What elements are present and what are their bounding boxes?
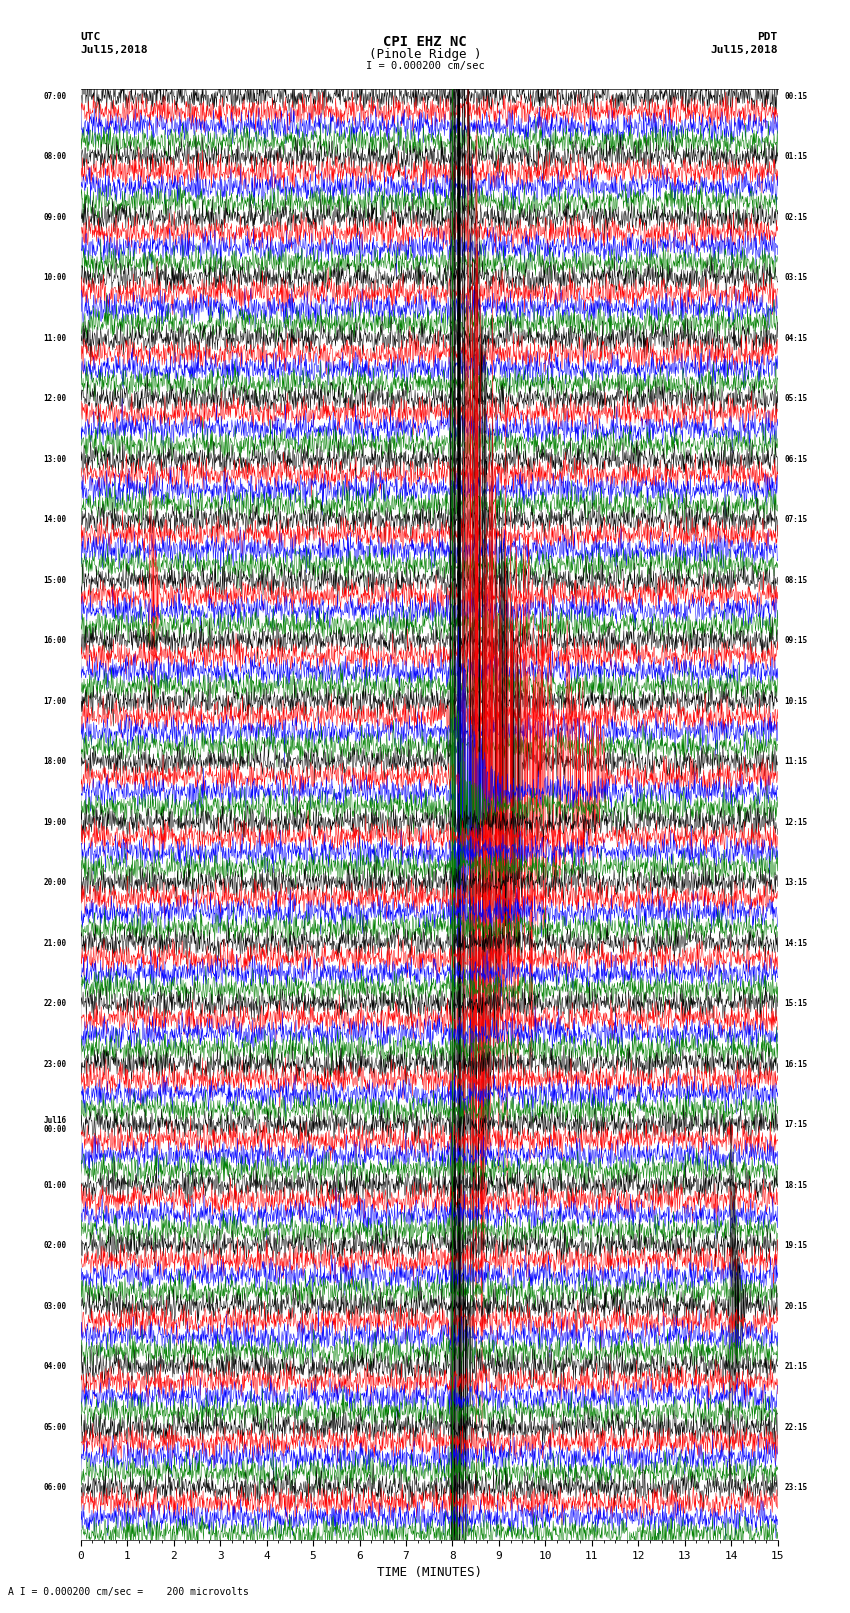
- Text: 12:00: 12:00: [43, 394, 67, 403]
- Text: A I = 0.000200 cm/sec =    200 microvolts: A I = 0.000200 cm/sec = 200 microvolts: [8, 1587, 249, 1597]
- Text: 21:15: 21:15: [785, 1361, 808, 1371]
- Text: 01:15: 01:15: [785, 152, 808, 161]
- Text: CPI EHZ NC: CPI EHZ NC: [383, 35, 467, 50]
- Text: PDT: PDT: [757, 32, 778, 42]
- Text: 19:00: 19:00: [43, 818, 67, 826]
- Text: UTC: UTC: [81, 32, 101, 42]
- X-axis label: TIME (MINUTES): TIME (MINUTES): [377, 1566, 482, 1579]
- Text: 08:00: 08:00: [43, 152, 67, 161]
- Text: 18:00: 18:00: [43, 756, 67, 766]
- Text: 08:15: 08:15: [785, 576, 808, 584]
- Text: 18:15: 18:15: [785, 1181, 808, 1189]
- Text: 03:15: 03:15: [785, 273, 808, 282]
- Text: 15:00: 15:00: [43, 576, 67, 584]
- Text: 05:00: 05:00: [43, 1423, 67, 1431]
- Text: 22:15: 22:15: [785, 1423, 808, 1431]
- Text: 09:15: 09:15: [785, 636, 808, 645]
- Text: 09:00: 09:00: [43, 213, 67, 221]
- Text: 13:00: 13:00: [43, 455, 67, 463]
- Text: 01:00: 01:00: [43, 1181, 67, 1189]
- Text: 19:15: 19:15: [785, 1240, 808, 1250]
- Text: 23:15: 23:15: [785, 1482, 808, 1492]
- Text: 03:00: 03:00: [43, 1302, 67, 1310]
- Text: Jul15,2018: Jul15,2018: [81, 45, 148, 55]
- Text: 11:15: 11:15: [785, 756, 808, 766]
- Text: (Pinole Ridge ): (Pinole Ridge ): [369, 48, 481, 61]
- Text: 06:00: 06:00: [43, 1482, 67, 1492]
- Text: 15:15: 15:15: [785, 998, 808, 1008]
- Text: 00:15: 00:15: [785, 92, 808, 100]
- Text: 14:00: 14:00: [43, 515, 67, 524]
- Text: 02:00: 02:00: [43, 1240, 67, 1250]
- Text: Jul15,2018: Jul15,2018: [711, 45, 778, 55]
- Text: 21:00: 21:00: [43, 939, 67, 947]
- Text: 11:00: 11:00: [43, 334, 67, 342]
- Text: 02:15: 02:15: [785, 213, 808, 221]
- Text: 17:00: 17:00: [43, 697, 67, 705]
- Text: 23:00: 23:00: [43, 1060, 67, 1068]
- Text: 07:00: 07:00: [43, 92, 67, 100]
- Text: 04:00: 04:00: [43, 1361, 67, 1371]
- Text: 10:00: 10:00: [43, 273, 67, 282]
- Text: 16:00: 16:00: [43, 636, 67, 645]
- Text: 16:15: 16:15: [785, 1060, 808, 1068]
- Text: 10:15: 10:15: [785, 697, 808, 705]
- Text: 17:15: 17:15: [785, 1119, 808, 1129]
- Text: 20:15: 20:15: [785, 1302, 808, 1310]
- Text: 07:15: 07:15: [785, 515, 808, 524]
- Text: 13:15: 13:15: [785, 877, 808, 887]
- Text: 20:00: 20:00: [43, 877, 67, 887]
- Text: 22:00: 22:00: [43, 998, 67, 1008]
- Text: 00:00: 00:00: [43, 1124, 67, 1134]
- Text: 12:15: 12:15: [785, 818, 808, 826]
- Text: Jul16: Jul16: [43, 1116, 67, 1124]
- Text: 05:15: 05:15: [785, 394, 808, 403]
- Text: I = 0.000200 cm/sec: I = 0.000200 cm/sec: [366, 61, 484, 71]
- Text: 04:15: 04:15: [785, 334, 808, 342]
- Text: 14:15: 14:15: [785, 939, 808, 947]
- Text: 06:15: 06:15: [785, 455, 808, 463]
